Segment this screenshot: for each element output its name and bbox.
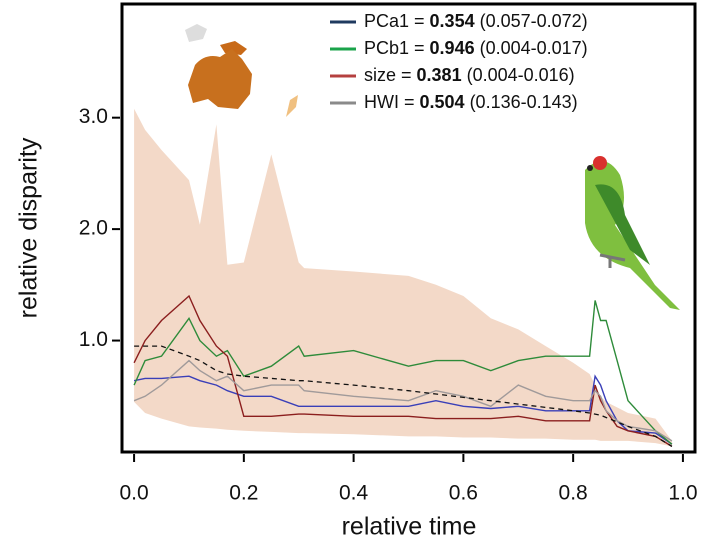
legend-text-part: (0.004-0.016) — [467, 65, 575, 85]
legend-text-part: (0.057-0.072) — [480, 11, 588, 31]
x-tick-label: 0.2 — [229, 482, 258, 505]
series-line — [133, 359, 673, 442]
plot-frame — [120, 2, 697, 454]
y-tick-label: 1.0 — [79, 328, 108, 351]
mean-line — [134, 345, 673, 447]
legend-text-part: PCa1 = — [364, 11, 425, 31]
parrot-icon — [585, 156, 680, 310]
y-tick-label: 3.0 — [79, 105, 108, 128]
legend-text-part: 0.354 — [430, 11, 475, 31]
x-tick-label: 1.0 — [668, 482, 697, 505]
legend-text-part: 0.946 — [430, 38, 475, 58]
x-tick-label: 0.6 — [449, 482, 478, 505]
legend-text-part: HWI = — [364, 92, 415, 112]
envelope-area — [134, 108, 672, 447]
map-icon — [185, 24, 298, 117]
legend-label: size = 0.381 (0.004-0.016) — [364, 65, 575, 85]
legend-text-part: PCb1 = — [364, 38, 425, 58]
legend-text-part: (0.136-0.143) — [470, 92, 578, 112]
x-tick-label: 0.4 — [339, 482, 369, 505]
y-tick-label: 2.0 — [79, 217, 108, 240]
series-line — [133, 374, 673, 445]
legend-label: HWI = 0.504 (0.136-0.143) — [364, 92, 578, 112]
x-tick-label: 0.0 — [119, 482, 148, 505]
plot-area — [133, 108, 673, 447]
legend-text-part: size = — [364, 65, 412, 85]
legend-text-part: 0.381 — [417, 65, 462, 85]
y-axis-label: relative disparity — [15, 137, 43, 318]
legend-label: PCa1 = 0.354 (0.057-0.072) — [364, 11, 588, 31]
legend-text-part: (0.004-0.017) — [480, 38, 588, 58]
series-line — [133, 300, 673, 445]
legend-text-part: 0.504 — [420, 92, 465, 112]
x-tick-label: 0.8 — [559, 482, 588, 505]
legend-label: PCb1 = 0.946 (0.004-0.017) — [364, 38, 588, 58]
x-axis-label: relative time — [342, 513, 477, 541]
